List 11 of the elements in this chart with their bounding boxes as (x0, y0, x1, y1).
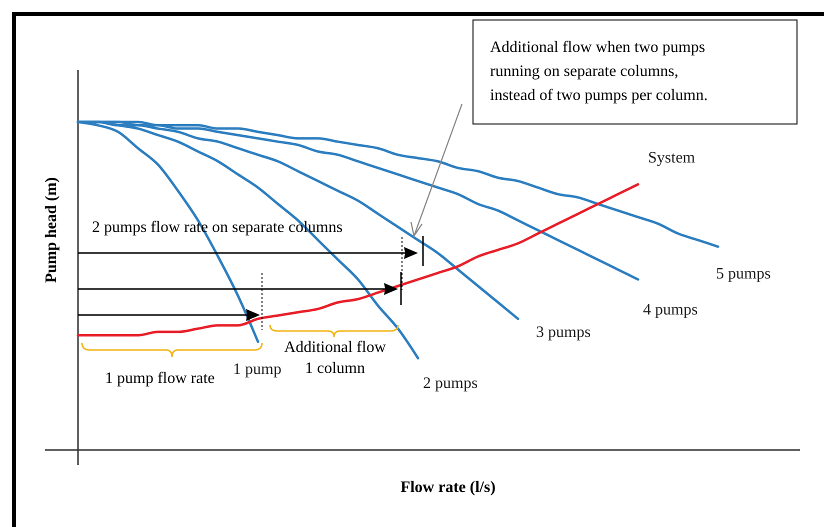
series-label: 1 pump (233, 360, 282, 378)
y-axis-title: Pump head (m) (43, 177, 60, 283)
series-label: 3 pumps (536, 324, 591, 341)
annotation: 1 pump flow rate (105, 370, 215, 387)
series-label: System (648, 149, 696, 166)
series-label: 5 pumps (716, 266, 771, 283)
annotation: Additional flow 1 column (284, 339, 386, 377)
text: Additional flow when two pumps running on separate columns, instead of two pumps per column. (490, 39, 708, 104)
series-label: 2 pumps (423, 375, 478, 392)
x-axis-title: Flow rate (l/s) (400, 479, 496, 496)
series-label: 4 pumps (643, 301, 698, 318)
